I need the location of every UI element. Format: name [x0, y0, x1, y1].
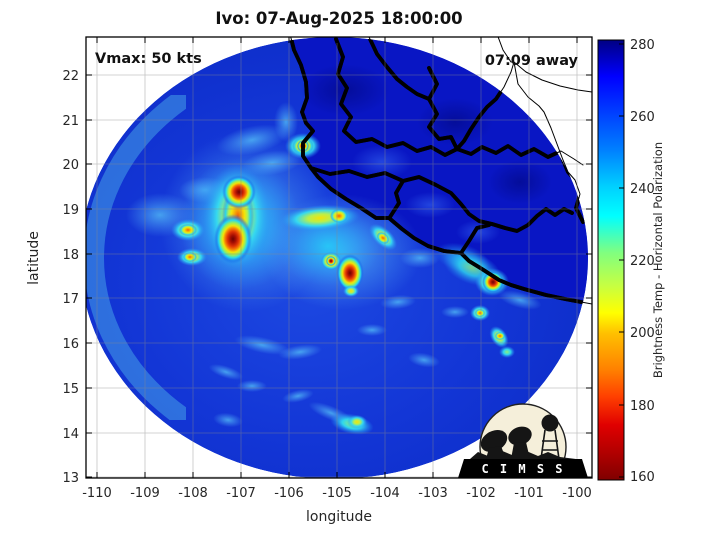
x-tick: -100 — [562, 486, 592, 501]
x-tick: -110 — [82, 486, 112, 501]
x-tick: -109 — [130, 486, 160, 501]
time-away-annotation: 07:09 away — [485, 53, 579, 69]
x-axis-label: longitude — [306, 509, 372, 525]
y-tick: 22 — [62, 69, 79, 84]
cimss-logo-text: C I M S S — [481, 462, 564, 476]
y-axis-label: latitude — [26, 231, 42, 285]
x-tick: -104 — [370, 486, 400, 501]
x-tick: -101 — [514, 486, 544, 501]
cb-tick: 280 — [630, 38, 655, 53]
y-tick-labels: 22 21 20 19 18 17 16 15 14 13 — [62, 69, 79, 486]
swath-edge-band — [86, 95, 186, 420]
cb-tick: 180 — [630, 399, 655, 414]
cb-tick: 220 — [630, 254, 655, 269]
southern-cell — [330, 413, 374, 435]
colorbar: 280 260 240 220 200 180 160 Brightness T… — [597, 38, 665, 485]
y-tick: 14 — [62, 427, 79, 442]
colorbar-label: Brightness Temp - Horizontal Polarizatio… — [651, 142, 665, 378]
x-tick: -106 — [274, 486, 304, 501]
y-tick: 21 — [62, 114, 79, 129]
colorbar-tick-labels: 280 260 240 220 200 180 160 — [630, 38, 655, 485]
axis-ticks — [86, 37, 592, 478]
water-tower-icon — [541, 414, 559, 432]
x-tick: -103 — [418, 486, 448, 501]
colorbar-ticks — [619, 43, 624, 478]
cimss-logo: C I M S S — [458, 403, 588, 478]
y-tick: 18 — [62, 248, 79, 263]
chart-title: Ivo: 07-Aug-2025 18:00:00 — [215, 9, 462, 28]
trailing-cells — [470, 305, 515, 358]
mid-cluster — [262, 194, 422, 310]
cb-tick: 200 — [630, 326, 655, 341]
axes-border — [85, 36, 593, 479]
cb-tick: 160 — [630, 470, 655, 485]
y-tick: 15 — [62, 382, 79, 397]
plot-area: C I M S S Vmax: 50 kts 07:09 away — [85, 36, 593, 479]
x-tick: -102 — [466, 486, 496, 501]
y-tick: 20 — [62, 158, 79, 173]
x-tick: -108 — [178, 486, 208, 501]
y-tick: 13 — [62, 471, 79, 486]
y-tick: 19 — [62, 203, 79, 218]
y-tick: 17 — [62, 292, 79, 307]
cb-tick: 260 — [630, 110, 655, 125]
vmax-annotation: Vmax: 50 kts — [95, 51, 202, 67]
western-cells — [171, 219, 207, 266]
gridlines — [86, 37, 592, 478]
x-tick-labels: -110 -109 -108 -107 -106 -105 -104 -103 … — [82, 486, 592, 501]
y-tick: 16 — [62, 337, 79, 352]
x-tick: -107 — [226, 486, 256, 501]
x-tick: -105 — [322, 486, 352, 501]
cb-tick: 240 — [630, 182, 655, 197]
